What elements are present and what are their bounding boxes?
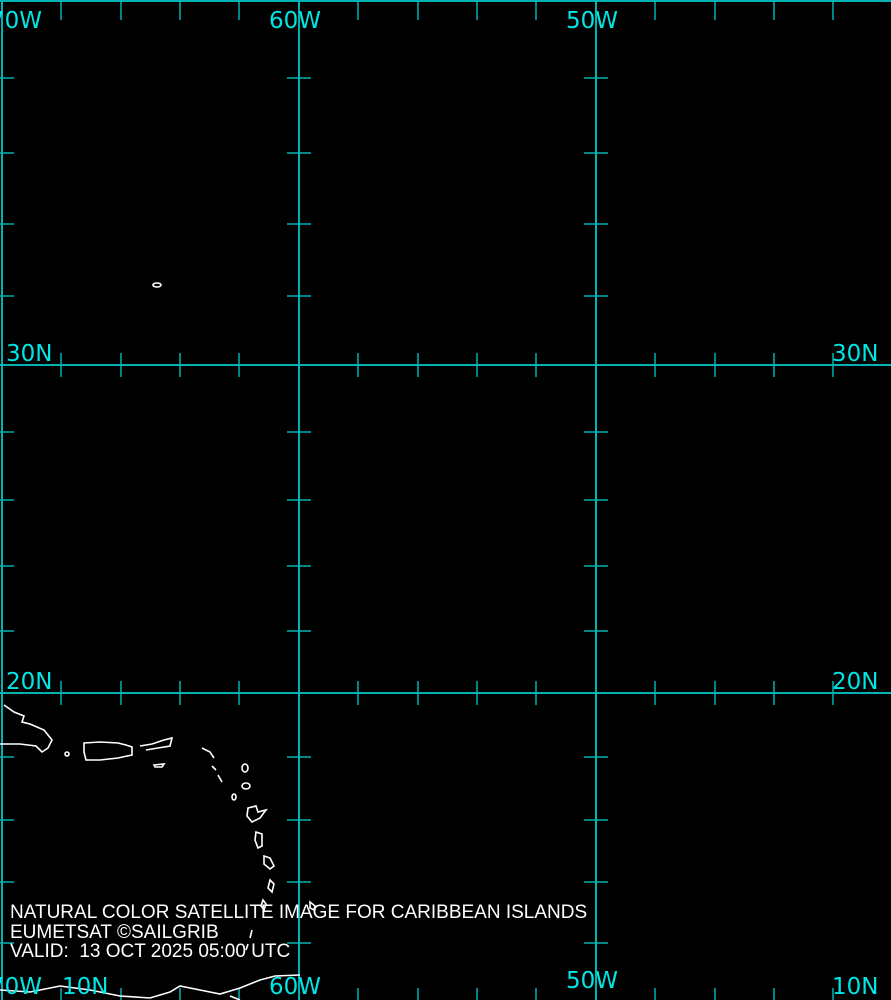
coast-guadeloupe: [246, 805, 268, 823]
coast-hispaniola: [0, 704, 53, 754]
coast-grenadines: [245, 929, 253, 951]
coast-st-lucia: [267, 878, 275, 894]
map-caption: NATURAL COLOR SATELLITE IMAGE FOR CARIBB…: [10, 903, 587, 962]
lon-label-bottom-70w: 70W: [0, 974, 43, 1000]
coast-puerto-rico: [83, 741, 133, 761]
lon-label-top-50w: 50W: [566, 8, 619, 34]
coast-leeward-islands: [201, 747, 223, 783]
lon-label-top-60w: 60W: [269, 8, 322, 34]
coast-barbados: [309, 900, 316, 912]
coast-martinique: [263, 854, 276, 871]
lat-label-10n-right: 10N: [832, 974, 879, 1000]
coast-virgin-islands: [139, 736, 174, 751]
caption-title: NATURAL COLOR SATELLITE IMAGE FOR CARIBB…: [10, 902, 588, 923]
lon-label-bottom-60w: 60W: [269, 974, 322, 1000]
lat-label-10n-left: 10N: [62, 974, 109, 1000]
coast-st-vincent: [260, 898, 267, 912]
lon-label-bottom-50w: 50W: [566, 968, 619, 994]
coast-antigua: [241, 763, 249, 773]
lat-label-30n-left: 30N: [6, 341, 53, 367]
coast-island: [152, 282, 162, 288]
lat-label-20n-left: 20N: [6, 669, 53, 695]
coast-island: [64, 751, 70, 757]
caption-valid-time: VALID: 13 OCT 2025 05:00 UTC: [10, 941, 291, 962]
coast-montserrat: [231, 793, 237, 801]
coast-dominica: [254, 830, 263, 850]
coast-st-croix: [152, 763, 166, 768]
caption-credit: EUMETSAT ©SAILGRIB: [10, 921, 219, 943]
lat-label-30n-right: 30N: [832, 341, 879, 367]
coast-barbuda: [241, 782, 251, 790]
coast-south-america: [0, 974, 301, 1000]
lon-label-top-70w: 70W: [0, 8, 43, 34]
lat-label-20n-right: 20N: [832, 669, 879, 695]
